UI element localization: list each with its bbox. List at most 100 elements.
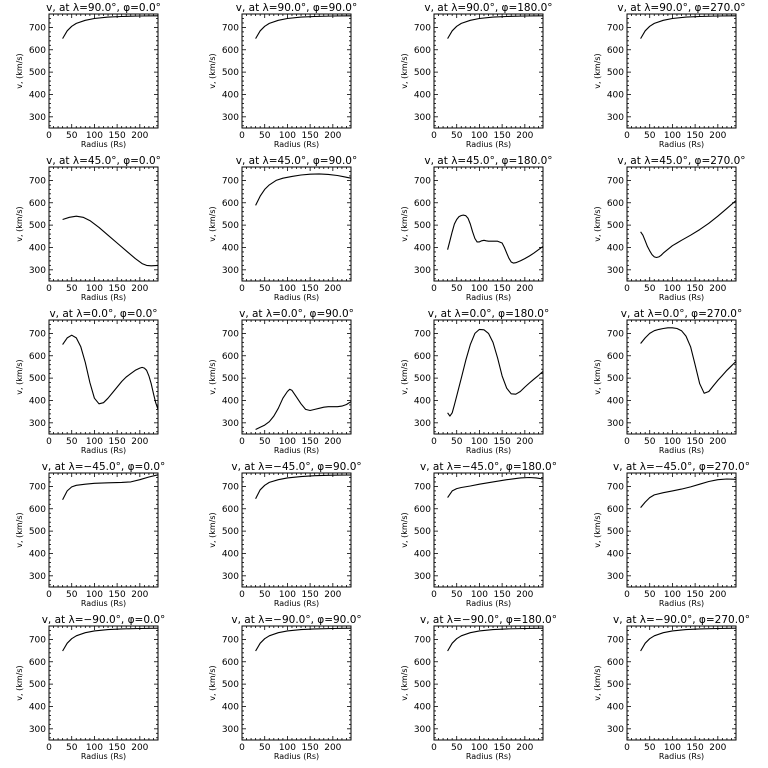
x-tick-label: 50 — [259, 590, 271, 600]
y-tick-label: 700 — [222, 635, 239, 645]
x-tick-label: 200 — [324, 131, 341, 141]
velocity-series-line — [447, 476, 544, 498]
velocity-series-line — [62, 15, 159, 39]
plot-frame — [241, 319, 352, 435]
y-tick-label: 700 — [222, 23, 239, 33]
velocity-series-line — [62, 215, 159, 267]
x-tick-label: 0 — [624, 590, 630, 600]
panel-title: v, at λ=−45.0°, φ=0.0° — [42, 461, 166, 473]
y-tick-label: 300 — [222, 419, 239, 429]
panel-title: v, at λ=90.0°, φ=0.0° — [46, 2, 161, 14]
y-tick-label: 600 — [414, 658, 431, 668]
x-tick-label: 150 — [494, 437, 511, 447]
x-tick-label: 100 — [471, 284, 488, 294]
x-tick-label: 50 — [644, 743, 656, 753]
velocity-series-line — [255, 388, 352, 430]
x-tick-label: 100 — [279, 284, 296, 294]
plot-frame — [433, 625, 544, 741]
x-tick-label: 100 — [664, 131, 681, 141]
y-tick-label: 400 — [222, 702, 239, 712]
velocity-series-line — [447, 328, 544, 417]
y-tick-label: 500 — [29, 68, 46, 78]
x-tick-label: 50 — [259, 437, 271, 447]
velocity-series-line — [255, 173, 352, 206]
y-tick-label: 300 — [414, 725, 431, 735]
panel-title: v, at λ=0.0°, φ=270.0° — [621, 308, 742, 320]
x-tick-label: 150 — [109, 743, 126, 753]
x-tick-label: 200 — [709, 590, 726, 600]
x-tick-label: 200 — [709, 284, 726, 294]
panel-5: v, at λ=45.0°, φ=0.0° 0 50 100 150 200 300 400 5… — [15, 155, 161, 302]
y-axis-label: v, (km/s) — [593, 512, 602, 547]
y-tick-label: 400 — [29, 243, 46, 253]
x-tick-label: 50 — [451, 131, 463, 141]
panel-19: v, at λ=−90.0°, φ=180.0° 0 50 100 150 200 300 4… — [400, 614, 557, 761]
x-tick-label: 50 — [66, 743, 78, 753]
x-axis-label: Radius (Rs) — [81, 752, 126, 761]
velocity-series-line — [62, 334, 159, 410]
x-axis-label: Radius (Rs) — [274, 599, 319, 608]
plot-frame — [241, 472, 352, 588]
y-tick-label: 600 — [222, 352, 239, 362]
x-tick-label: 200 — [131, 590, 148, 600]
x-axis-label: Radius (Rs) — [274, 293, 319, 302]
panel-title: v, at λ=−45.0°, φ=180.0° — [420, 461, 557, 473]
x-tick-label: 0 — [239, 131, 245, 141]
velocity-series-line — [640, 478, 737, 508]
x-axis-label: Radius (Rs) — [659, 599, 704, 608]
panel-title: v, at λ=−90.0°, φ=270.0° — [613, 614, 750, 626]
y-tick-label: 300 — [414, 113, 431, 123]
panel-9: v, at λ=0.0°, φ=0.0° 0 50 100 150 200 300 400 50… — [15, 308, 159, 455]
panel-1: v, at λ=90.0°, φ=0.0° 0 50 100 150 200 300 400 5… — [15, 2, 161, 149]
y-tick-label: 300 — [414, 572, 431, 582]
velocity-series-line — [255, 15, 352, 39]
y-tick-label: 600 — [607, 46, 624, 56]
y-tick-label: 600 — [607, 199, 624, 209]
y-tick-label: 500 — [29, 527, 46, 537]
y-tick-label: 500 — [414, 221, 431, 231]
y-axis-label: v, (km/s) — [15, 665, 24, 700]
y-tick-label: 400 — [414, 243, 431, 253]
x-tick-label: 100 — [664, 590, 681, 600]
y-tick-label: 300 — [607, 113, 624, 123]
x-tick-label: 100 — [279, 743, 296, 753]
panel-16: v, at λ=−45.0°, φ=270.0° 0 50 100 150 200 300 4… — [593, 461, 750, 608]
y-tick-label: 600 — [29, 352, 46, 362]
y-axis-label: v, (km/s) — [208, 206, 217, 241]
y-tick-label: 300 — [414, 419, 431, 429]
x-tick-label: 150 — [302, 437, 319, 447]
panel-4: v, at λ=90.0°, φ=270.0° 0 50 100 150 200 300 40… — [593, 2, 746, 149]
plot-frame — [626, 319, 737, 435]
x-tick-label: 0 — [46, 284, 52, 294]
velocity-series-line — [447, 214, 544, 264]
y-tick-label: 500 — [29, 221, 46, 231]
x-tick-label: 150 — [494, 590, 511, 600]
y-tick-label: 700 — [29, 23, 46, 33]
x-axis-label: Radius (Rs) — [81, 446, 126, 455]
y-tick-label: 600 — [29, 505, 46, 515]
panel-3: v, at λ=90.0°, φ=180.0° 0 50 100 150 200 300 40… — [400, 2, 553, 149]
y-tick-label: 700 — [607, 635, 624, 645]
y-tick-label: 400 — [414, 396, 431, 406]
y-tick-label: 700 — [414, 482, 431, 492]
x-tick-label: 200 — [324, 590, 341, 600]
y-tick-label: 500 — [29, 680, 46, 690]
y-tick-label: 400 — [414, 90, 431, 100]
x-tick-label: 100 — [86, 743, 103, 753]
y-axis-label: v, (km/s) — [208, 512, 217, 547]
y-tick-label: 500 — [222, 680, 239, 690]
x-tick-label: 100 — [279, 590, 296, 600]
y-tick-label: 500 — [222, 527, 239, 537]
x-tick-label: 100 — [664, 437, 681, 447]
y-axis-label: v, (km/s) — [400, 53, 409, 88]
x-tick-label: 100 — [86, 284, 103, 294]
y-tick-label: 500 — [414, 680, 431, 690]
y-tick-label: 300 — [29, 266, 46, 276]
x-tick-label: 100 — [664, 284, 681, 294]
x-axis-label: Radius (Rs) — [466, 140, 511, 149]
x-tick-label: 150 — [494, 131, 511, 141]
velocity-series-line — [255, 474, 352, 499]
plot-frame — [48, 472, 159, 588]
y-tick-label: 500 — [607, 221, 624, 231]
x-tick-label: 150 — [109, 590, 126, 600]
